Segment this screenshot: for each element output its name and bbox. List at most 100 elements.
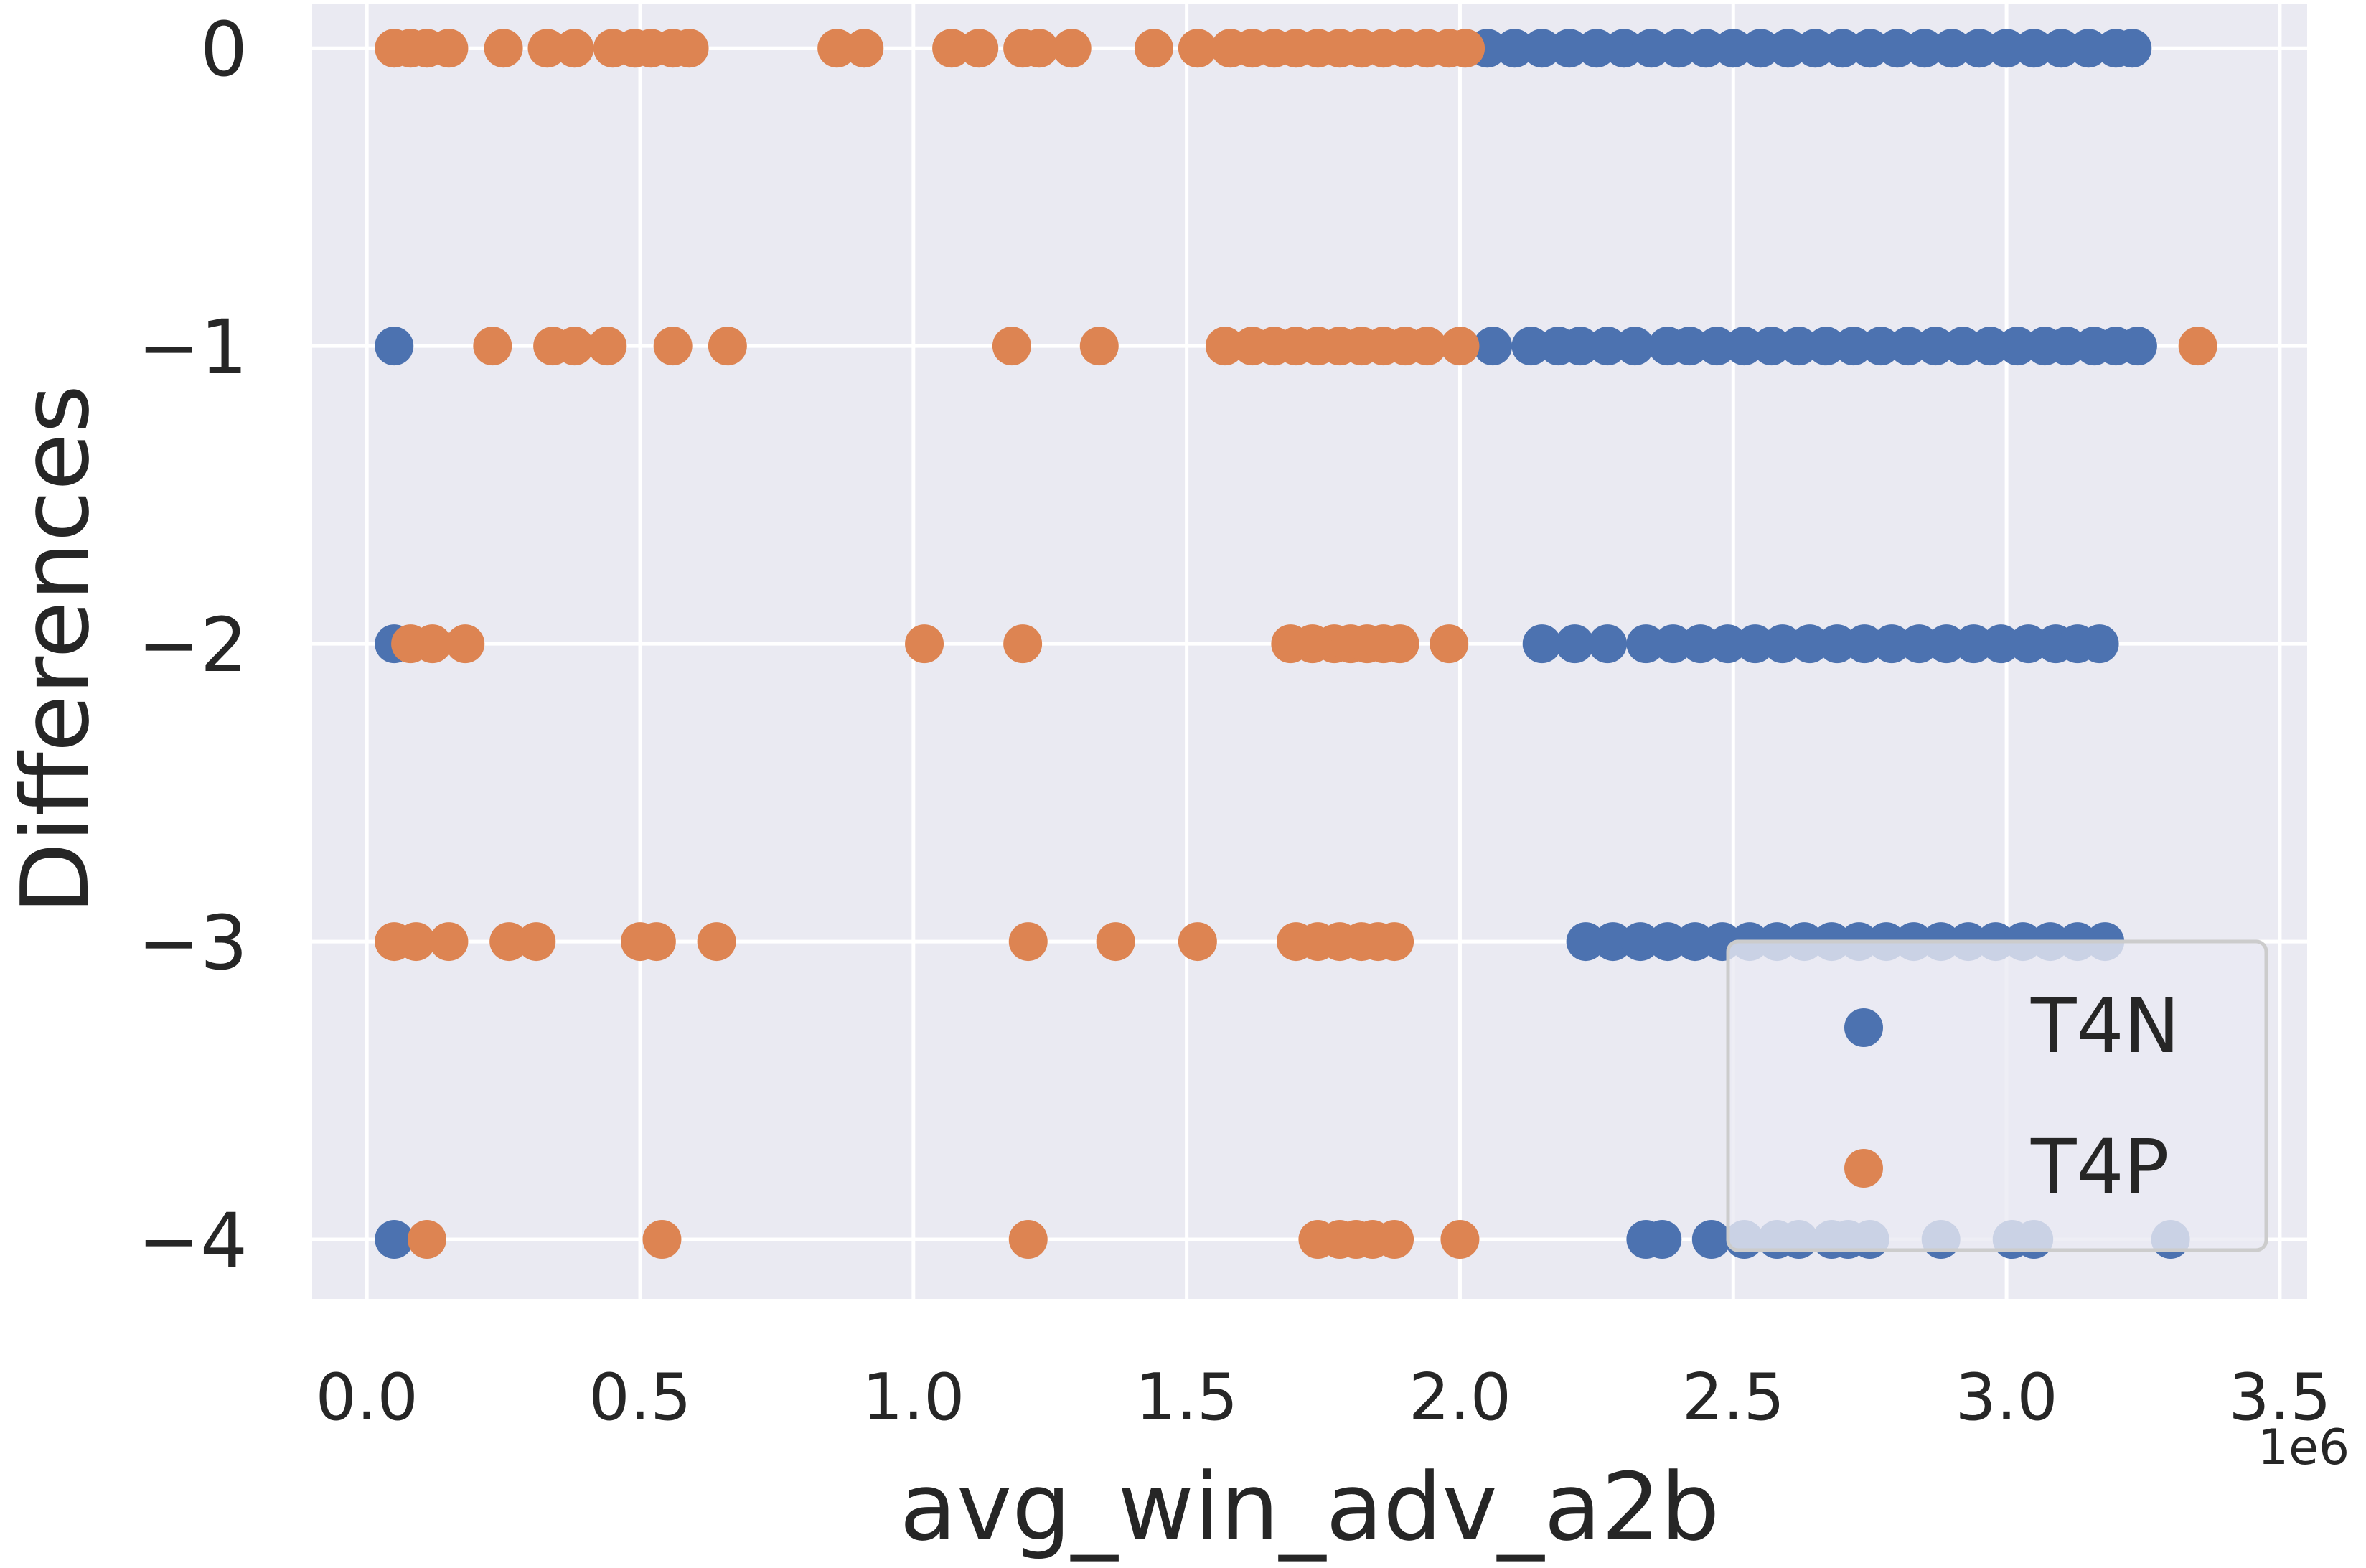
point-t4n	[1987, 29, 2027, 68]
point-t4p	[555, 327, 594, 366]
point-t4n	[1577, 29, 1616, 68]
point-t4n	[1495, 29, 1534, 68]
point-t4n	[1806, 327, 1846, 366]
point-t4n	[1845, 624, 1884, 664]
point-t4p	[1430, 624, 1469, 664]
point-t4p	[653, 327, 693, 366]
point-t4n	[375, 327, 414, 366]
point-t4n	[1555, 624, 1595, 664]
y-tick-label: −1	[138, 304, 248, 391]
point-t4n	[1593, 922, 1633, 962]
point-t4n	[1686, 29, 1726, 68]
point-t4p	[670, 29, 709, 68]
legend-marker-t4n	[1844, 1008, 1883, 1047]
point-t4n	[1889, 327, 1928, 366]
point-t4n	[2080, 624, 2119, 664]
point-t4p	[1008, 922, 1048, 962]
point-t4p	[932, 29, 972, 68]
y-tick-label: −2	[138, 601, 248, 689]
point-t4p	[642, 1220, 682, 1259]
point-t4n	[1900, 624, 1939, 664]
point-t4n	[1653, 624, 1693, 664]
point-t4n	[1795, 29, 1835, 68]
point-t4p	[1003, 624, 1043, 664]
point-t4n	[1659, 29, 1699, 68]
point-t4p	[396, 922, 436, 962]
point-t4n	[1561, 327, 1600, 366]
point-t4n	[1850, 29, 1889, 68]
point-t4n	[1790, 624, 1829, 664]
legend-box	[1726, 939, 2268, 1252]
legend: T4N T4P	[1726, 939, 2268, 1252]
point-t4p	[527, 29, 567, 68]
point-t4n	[1741, 29, 1780, 68]
point-t4n	[1954, 624, 1994, 664]
point-t4n	[375, 1220, 414, 1259]
x-tick-label: 0.5	[588, 1360, 691, 1435]
point-t4n	[1626, 624, 1666, 664]
point-t4p	[413, 624, 452, 664]
point-t4n	[1522, 29, 1562, 68]
point-t4n	[1932, 29, 1971, 68]
point-t4n	[1604, 29, 1643, 68]
point-t4p	[1008, 1220, 1048, 1259]
point-t4p	[817, 29, 857, 68]
point-t4n	[1960, 29, 1999, 68]
point-t4p	[446, 624, 485, 664]
legend-marker-t4p	[1844, 1149, 1883, 1188]
point-t4n	[1588, 624, 1628, 664]
point-t4p	[1440, 327, 1480, 366]
point-t4p	[992, 327, 1031, 366]
point-t4n	[1670, 327, 1709, 366]
point-t4p	[407, 1220, 446, 1259]
point-t4n	[2069, 29, 2108, 68]
point-t4n	[1697, 327, 1737, 366]
point-t4n	[2113, 29, 2152, 68]
point-t4p	[484, 29, 523, 68]
point-t4n	[1877, 29, 1917, 68]
point-t4n	[1762, 624, 1802, 664]
point-t4p	[1375, 922, 1414, 962]
point-t4n	[2047, 327, 2086, 366]
x-tick-label: 0.0	[316, 1360, 418, 1435]
point-t4n	[1817, 624, 1856, 664]
point-t4n	[1916, 327, 1956, 366]
point-t4n	[1823, 29, 1862, 68]
y-tick-label: −4	[138, 1197, 248, 1285]
point-t4p	[1407, 327, 1447, 366]
point-t4p	[1096, 922, 1135, 962]
point-t4n	[1752, 327, 1791, 366]
point-t4p	[555, 29, 594, 68]
y-tick-label: 0	[200, 6, 248, 93]
point-t4p	[588, 327, 627, 366]
point-t4p	[1134, 29, 1173, 68]
point-t4n	[1549, 29, 1589, 68]
point-t4n	[1872, 624, 1912, 664]
point-t4p	[845, 29, 884, 68]
point-t4p	[1375, 1220, 1414, 1259]
point-t4p	[1052, 29, 1092, 68]
point-t4p	[1079, 327, 1119, 366]
point-t4p	[489, 922, 529, 962]
point-t4n	[1861, 327, 1900, 366]
point-t4p	[637, 922, 676, 962]
point-t4n	[1735, 624, 1775, 664]
point-t4n	[1834, 327, 1873, 366]
y-tick-labels: 0 −1 −2 −3 −4	[138, 6, 248, 1285]
point-t4n	[1588, 327, 1628, 366]
point-t4p	[429, 922, 469, 962]
point-t4n	[1724, 327, 1764, 366]
series-t4p	[375, 29, 2217, 1259]
y-tick-label: −3	[138, 899, 248, 987]
point-t4n	[1675, 922, 1714, 962]
point-t4n	[1779, 327, 1818, 366]
x-tick-label: 2.0	[1409, 1360, 1511, 1435]
point-t4p	[708, 327, 747, 366]
x-tick-label: 1.0	[862, 1360, 964, 1435]
point-t4n	[1714, 29, 1753, 68]
point-t4n	[2014, 29, 2054, 68]
x-tick-label: 3.0	[1956, 1360, 2058, 1435]
point-t4p	[1178, 29, 1217, 68]
y-axis-label: Differences	[1, 385, 110, 914]
